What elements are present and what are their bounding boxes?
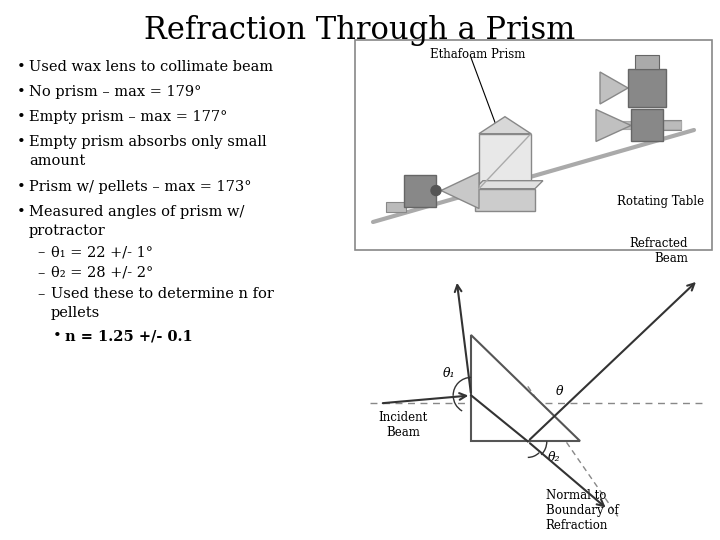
FancyBboxPatch shape [404, 174, 436, 206]
Text: Empty prism absorbs only small: Empty prism absorbs only small [29, 135, 266, 149]
Polygon shape [596, 110, 631, 141]
FancyBboxPatch shape [628, 69, 666, 107]
Text: –: – [37, 287, 45, 301]
Text: θ₁: θ₁ [443, 367, 456, 380]
Text: Empty prism – max = 177°: Empty prism – max = 177° [29, 110, 228, 124]
FancyBboxPatch shape [631, 110, 663, 141]
Polygon shape [475, 181, 543, 188]
Text: protractor: protractor [29, 224, 106, 238]
Text: •: • [17, 135, 26, 149]
Text: θ₁ = 22 +/- 1°: θ₁ = 22 +/- 1° [51, 245, 153, 259]
Text: Refraction Through a Prism: Refraction Through a Prism [145, 15, 575, 46]
FancyBboxPatch shape [479, 134, 531, 188]
Polygon shape [479, 117, 531, 134]
Polygon shape [600, 72, 628, 104]
Text: Normal to
Boundary of
Refraction: Normal to Boundary of Refraction [546, 489, 618, 532]
FancyBboxPatch shape [355, 40, 712, 250]
Text: pellets: pellets [51, 306, 100, 320]
Text: θ₂: θ₂ [548, 451, 560, 464]
Text: θ₂ = 28 +/- 2°: θ₂ = 28 +/- 2° [51, 266, 153, 280]
FancyBboxPatch shape [600, 122, 681, 130]
Text: •: • [17, 110, 26, 124]
Text: •: • [53, 329, 62, 343]
Text: n = 1.25 +/- 0.1: n = 1.25 +/- 0.1 [65, 329, 193, 343]
FancyBboxPatch shape [635, 55, 659, 69]
Text: Ethafoam Prism: Ethafoam Prism [430, 48, 526, 61]
Text: No prism – max = 179°: No prism – max = 179° [29, 85, 202, 99]
Text: θ: θ [556, 385, 564, 398]
Text: Measured angles of prism w/: Measured angles of prism w/ [29, 205, 244, 219]
FancyBboxPatch shape [475, 188, 535, 211]
Text: •: • [17, 205, 26, 219]
FancyBboxPatch shape [386, 201, 406, 212]
Text: •: • [17, 180, 26, 194]
Text: Rotating Table: Rotating Table [617, 195, 704, 208]
Circle shape [431, 186, 441, 195]
Text: amount: amount [29, 154, 85, 168]
Text: –: – [37, 266, 45, 280]
Text: •: • [17, 60, 26, 74]
Text: Used wax lens to collimate beam: Used wax lens to collimate beam [29, 60, 273, 74]
Polygon shape [441, 172, 479, 208]
Text: Prism w/ pellets – max = 173°: Prism w/ pellets – max = 173° [29, 180, 251, 194]
Text: Refracted
Beam: Refracted Beam [629, 237, 688, 265]
Polygon shape [471, 335, 580, 441]
Text: Incident
Beam: Incident Beam [379, 411, 428, 440]
Text: –: – [37, 245, 45, 259]
Text: Used these to determine n for: Used these to determine n for [51, 287, 274, 301]
FancyBboxPatch shape [663, 120, 681, 131]
Text: •: • [17, 85, 26, 99]
